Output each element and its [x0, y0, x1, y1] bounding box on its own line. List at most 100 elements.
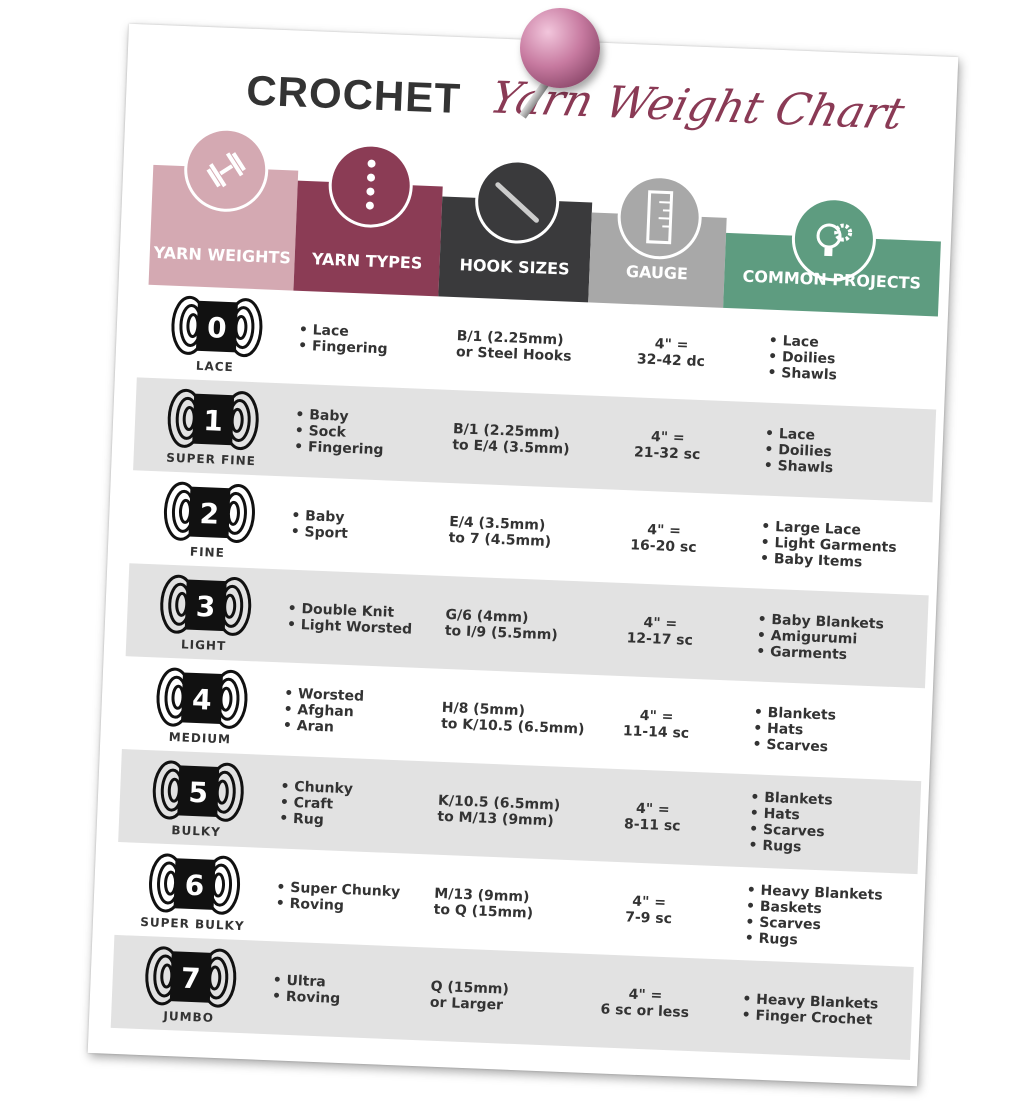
yarn-skein-icon: 5	[152, 760, 244, 822]
crochet-hook-icon	[473, 157, 561, 246]
text-line: 7-9 sc	[624, 908, 673, 927]
yarn-weight-cell: 7 JUMBO	[126, 936, 255, 1034]
weight-name: SUPER FINE	[166, 450, 257, 468]
weight-name: BULKY	[171, 822, 222, 839]
ruler-icon	[615, 173, 703, 261]
yarn-skein-icon: 3	[159, 574, 251, 636]
weight-name: MEDIUM	[168, 729, 232, 746]
lightbulb-gear-icon	[789, 195, 878, 283]
common-projects-cell: Heavy BlanketsFinger Crochet	[740, 960, 914, 1060]
text-line: 16-20 sc	[630, 536, 697, 556]
hook-sizes-cell: E/4 (3.5mm) to 7 (4.5mm)	[447, 483, 601, 582]
yarn-types-cell: LaceFingering	[297, 291, 451, 390]
header-label: HOOK SIZES	[459, 255, 570, 279]
table-row: 1 SUPER FINE BabySockFingering B/1 (2.25…	[133, 377, 937, 503]
dots-icon	[326, 141, 414, 230]
gauge-cell: 4" = 12-17 sc	[603, 582, 717, 679]
table-row: 5 BULKY ChunkyCraftRug K/10.5 (6.5mm)to …	[118, 749, 922, 875]
weight-number: 7	[180, 961, 201, 995]
table-row: 7 JUMBO UltraRoving Q (15mm)or Larger 4"…	[110, 934, 914, 1060]
yarn-skein-icon: 7	[144, 945, 236, 1008]
gauge-cell: 4" = 8-11 sc	[596, 768, 710, 865]
header-yarn-weights: YARN WEIGHTS	[148, 126, 299, 291]
yarn-weight-cell: 0 LACE	[152, 285, 281, 383]
yarn-weight-cell: 6 SUPER BULKY	[129, 843, 258, 941]
yarn-skein-icon: 6	[148, 852, 240, 915]
text-line: 4" =	[639, 707, 674, 725]
text-line: 4" =	[635, 800, 671, 818]
gauge-cell: 4" = 16-20 sc	[607, 489, 721, 586]
header-label: COMMON PROJECTS	[742, 266, 922, 293]
yarn-weight-cell: 1 SUPER FINE	[148, 378, 277, 476]
weight-number: 4	[191, 682, 212, 716]
gauge-cell: 4" = 6 sc or less	[588, 954, 702, 1051]
text-line: 4" =	[654, 335, 689, 353]
yarn-weight-cell: 4 MEDIUM	[137, 657, 266, 755]
hook-sizes-cell: G/6 (4mm) to I/9 (5.5mm)	[443, 576, 597, 675]
gauge-cell: 4" = 7-9 sc	[592, 861, 706, 958]
header-gauge: GAUGE	[588, 173, 727, 308]
table-row: 2 FINE BabySport E/4 (3.5mm)to 7 (4.5mm)…	[129, 470, 932, 595]
weight-number: 1	[202, 404, 223, 438]
hook-sizes-cell: B/1 (2.25mm) or Steel Hooks	[455, 297, 609, 396]
common-projects-cell: BlanketsHatsScarvesRugs	[748, 774, 922, 874]
dumbbell-icon	[182, 126, 270, 214]
common-projects-cell: LaceDoiliesShawls	[766, 310, 940, 410]
text-line: 6 sc or less	[600, 1000, 690, 1021]
yarn-types-cell: BabySockFingering	[293, 384, 447, 483]
yarn-types-cell: ChunkyCraftRug	[278, 755, 432, 854]
yarn-types-cell: UltraRoving	[271, 941, 425, 1040]
common-projects-cell: Large LaceLight GarmentsBaby Items	[759, 496, 933, 596]
text-line: 4" =	[632, 893, 667, 911]
hook-sizes-cell: B/1 (2.25mm) to E/4 (3.5mm)	[451, 390, 605, 489]
yarn-types-cell: WorstedAfghanAran	[282, 663, 436, 762]
text-line: 4" =	[646, 521, 682, 539]
gauge-cell: 4" = 21-32 sc	[611, 397, 725, 494]
text-line: 4" =	[650, 428, 685, 446]
yarn-skein-icon: 4	[156, 667, 248, 729]
table-row: 0 LACE LaceFingering B/1 (2.25mm)or Stee…	[137, 284, 940, 409]
common-projects-cell: BlanketsHatsScarves	[751, 681, 925, 781]
yarn-weight-cell: 3 LIGHT	[141, 564, 270, 662]
chart-sheet: CROCHET Yarn Weight Chart YARN WEIGHTS YA…	[87, 23, 959, 1087]
weight-number: 0	[206, 311, 227, 345]
yarn-weight-cell: 5 BULKY	[133, 750, 262, 848]
column-headers: YARN WEIGHTS YARN TYPES HOOK SIZES GAUGE COM…	[148, 126, 944, 317]
yarn-types-cell: Double KnitLight Worsted	[285, 570, 439, 669]
common-projects-cell: LaceDoiliesShawls	[763, 403, 937, 503]
hook-sizes-cell: Q (15mm) or Larger	[428, 948, 582, 1047]
hook-sizes-cell: K/10.5 (6.5mm) to M/13 (9mm)	[436, 762, 590, 861]
yarn-types-cell: Super ChunkyRoving	[274, 848, 428, 947]
push-pin-icon	[520, 8, 600, 88]
yarn-skein-icon: 2	[163, 481, 255, 543]
text-line: 32-42 dc	[636, 350, 706, 370]
weight-number: 5	[187, 775, 208, 809]
header-hook-sizes: HOOK SIZES	[438, 157, 593, 303]
yarn-skein-icon: 0	[170, 295, 262, 357]
hook-sizes-cell: M/13 (9mm) to Q (15mm)	[432, 855, 586, 954]
weight-number: 6	[184, 868, 205, 902]
weight-name: JUMBO	[163, 1008, 215, 1025]
yarn-types-cell: BabySport	[289, 477, 443, 576]
header-label: YARN TYPES	[311, 249, 423, 273]
hook-sizes-cell: H/8 (5mm) to K/10.5 (6.5mm)	[440, 669, 594, 768]
text-line: 21-32 sc	[633, 443, 701, 463]
text-line: 4" =	[643, 614, 678, 632]
common-projects-cell: Heavy BlanketsBasketsScarvesRugs	[744, 867, 918, 967]
table-row: 6 SUPER BULKY Super ChunkyRoving M/13 (9…	[114, 842, 917, 967]
header-label: YARN WEIGHTS	[153, 242, 292, 268]
weight-number: 2	[199, 496, 220, 530]
text-line: 12-17 sc	[626, 629, 694, 649]
header-common-projects: COMMON PROJECTS	[723, 195, 941, 317]
yarn-skein-icon: 1	[167, 388, 259, 450]
yarn-weight-cell: 2 FINE	[144, 471, 273, 569]
weight-number: 3	[195, 589, 216, 623]
title-crochet: CROCHET	[245, 66, 462, 123]
text-line: 4" =	[628, 986, 663, 1004]
header-yarn-types: YARN TYPES	[293, 141, 443, 297]
text-line: 11-14 sc	[622, 722, 690, 742]
table-row: 4 MEDIUM WorstedAfghanAran H/8 (5mm)to K…	[122, 656, 925, 781]
gauge-cell: 4" = 32-42 dc	[614, 304, 728, 401]
gauge-cell: 4" = 11-14 sc	[600, 675, 714, 772]
weight-name: FINE	[189, 544, 226, 560]
